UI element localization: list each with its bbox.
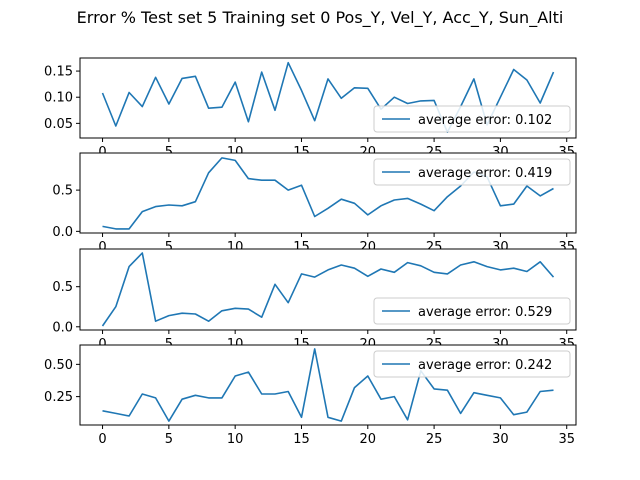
series-line	[101, 61, 555, 133]
x-tick-label: 0	[98, 240, 106, 255]
legend-label: average error: 0.529	[418, 305, 552, 320]
y-tick-label: 0.05	[44, 117, 73, 132]
y-tick-label: 0.10	[44, 91, 73, 106]
y-tick-label: 0.50	[44, 358, 73, 373]
series-line	[101, 252, 555, 327]
legend: average error: 0.529	[373, 297, 571, 325]
x-tick-label: 10	[227, 432, 244, 447]
subplot-4: 0 5 10 15 20 25 30 35 0.25 0.50 average error: 0.2…	[44, 344, 577, 447]
legend-label: average error: 0.102	[418, 113, 552, 128]
legend-label: average error: 0.419	[418, 166, 552, 181]
y-tick-label: 0.0	[52, 225, 73, 240]
legend: average error: 0.419	[373, 158, 571, 186]
x-tick-label: 20	[360, 432, 377, 447]
legend-label: average error: 0.242	[418, 358, 552, 373]
series-line	[102, 348, 554, 422]
y-tick-label: 0.15	[44, 65, 73, 80]
x-tick-label: 0	[98, 432, 106, 447]
legend: average error: 0.242	[373, 350, 571, 378]
y-tick-label: 0.5	[52, 280, 73, 295]
legend-box	[373, 350, 571, 378]
x-tick-label: 15	[293, 432, 310, 447]
legend-box	[373, 297, 571, 325]
chart-title: Error % Test set 5 Training set 0 Pos_Y,…	[76, 8, 564, 27]
legend-box	[373, 158, 571, 186]
x-tick-label: 5	[165, 240, 173, 255]
x-tick-label: 35	[558, 432, 575, 447]
y-tick-label: 0.5	[52, 184, 73, 199]
legend: average error: 0.102	[373, 105, 571, 133]
x-tick-label: 30	[492, 432, 509, 447]
legend-box	[373, 105, 571, 133]
y-tick-label: 0.25	[44, 390, 73, 405]
y-tick-label: 0.0	[52, 320, 73, 335]
x-tick-label: 5	[165, 432, 173, 447]
x-tick-label: 25	[426, 432, 443, 447]
